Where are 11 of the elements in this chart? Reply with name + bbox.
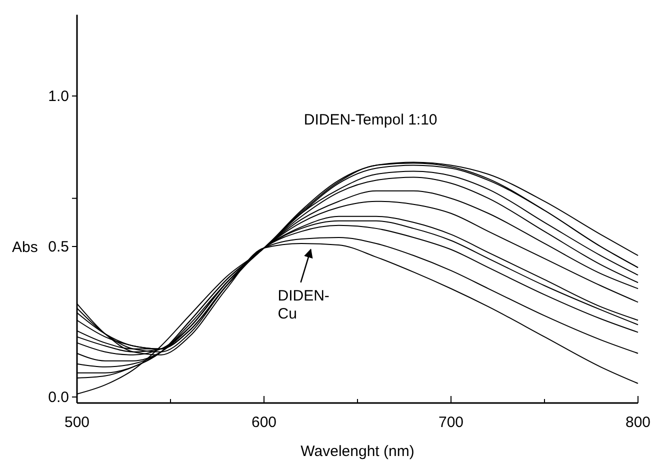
y-tick-label: 1.0 <box>48 88 69 105</box>
x-tick-label: 800 <box>625 414 651 432</box>
x-tick-label: 600 <box>251 414 277 432</box>
x-axis-title: Wavelenght (nm) <box>300 443 414 460</box>
y-tick-label: 0.5 <box>48 238 69 256</box>
x-tick-label: 700 <box>438 414 464 432</box>
annotation: DIDEN-Tempol 1:10 <box>304 112 438 129</box>
annotation: DIDEN- Cu <box>278 287 330 322</box>
x-tick-label: 500 <box>64 414 90 432</box>
y-tick-label: 0.0 <box>48 389 69 406</box>
y-axis-title: Abs <box>12 239 38 256</box>
